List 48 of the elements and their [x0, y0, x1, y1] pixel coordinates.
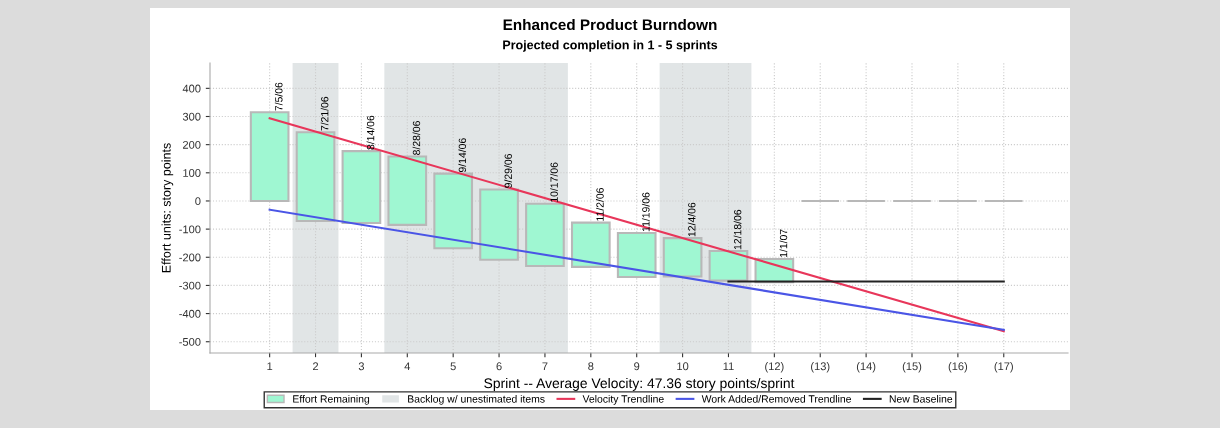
legend-label: Backlog w/ unestimated items: [408, 394, 545, 405]
x-tick-label: (14): [856, 362, 876, 373]
x-tick-label: 4: [404, 362, 411, 371]
x-tick-label: (13): [811, 362, 830, 373]
data-label: 11/2/06: [596, 187, 604, 221]
data-label: 7/21/06: [320, 96, 329, 131]
data-label: 12/18/06: [733, 209, 742, 250]
x-tick-label: 7: [542, 362, 548, 371]
data-label: 9/14/06: [458, 138, 467, 173]
data-label: 12/4/06: [687, 202, 696, 237]
y-tick-label: 200: [182, 140, 201, 149]
data-label: 9/29/06: [504, 153, 512, 188]
legend-label: Effort Remaining: [293, 394, 370, 405]
y-tick-label: -400: [179, 309, 201, 318]
x-tick-label: 2: [313, 362, 319, 371]
legend-label: New Baseline: [889, 394, 953, 403]
y-tick-label: 300: [182, 112, 201, 121]
y-tick-label: -300: [179, 281, 201, 290]
x-tick-label: 5: [450, 362, 456, 371]
x-tick-label: 3: [358, 362, 365, 371]
y-tick-label: -200: [179, 253, 201, 262]
data-label: 8/28/06: [412, 121, 421, 155]
chart-title: Enhanced Product Burndown: [503, 18, 717, 31]
x-axis-title: Sprint -- Average Velocity: 47.36 story points/sprint: [484, 377, 795, 391]
data-label: 1/1/07: [779, 229, 788, 258]
x-tick-label: 11: [723, 362, 734, 371]
y-tick-label: 100: [183, 169, 201, 177]
x-tick-label: 1: [267, 362, 273, 371]
x-tick-label: (15): [902, 362, 922, 373]
x-tick-label: 6: [496, 362, 502, 371]
chart-subtitle: Projected completion in 1 - 5 sprints: [503, 40, 718, 52]
x-tick-label: 8: [588, 362, 594, 371]
x-tick-label: (16): [948, 362, 968, 373]
y-axis-title: Effort units: story points: [161, 143, 174, 273]
data-label: 7/5/06: [274, 82, 283, 111]
legend-label: Velocity Trendline: [582, 394, 664, 405]
y-tick-label: -500: [179, 338, 201, 346]
data-label: 11/19/06: [641, 192, 650, 232]
x-tick-label: 9: [634, 362, 640, 371]
legend-label: Work Added/Removed Trendline: [701, 394, 851, 403]
y-tick-label: -100: [179, 225, 201, 234]
data-label: 10/17/06: [550, 162, 558, 202]
x-tick-label: (12): [765, 362, 784, 373]
x-tick-label: 10: [677, 362, 689, 371]
y-tick-label: 0: [195, 197, 201, 206]
data-label: 8/14/06: [366, 115, 375, 150]
y-tick-label: 400: [182, 84, 201, 93]
x-tick-label: (17): [994, 362, 1013, 373]
